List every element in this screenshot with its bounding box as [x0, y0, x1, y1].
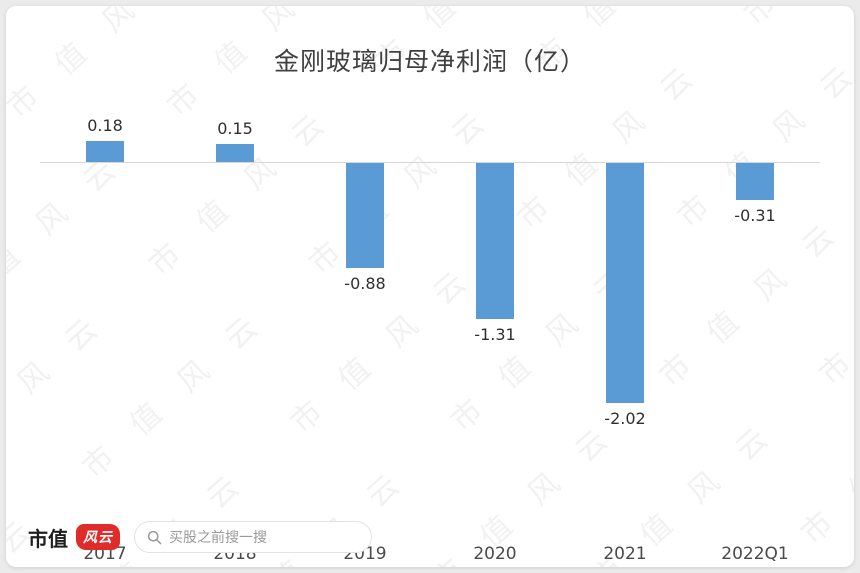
- x-tick-2022Q1: 2022Q1: [721, 544, 789, 564]
- bar-columns: 0.18 0.15 -0.88 -1.31 -2.02 -0.31: [40, 100, 820, 472]
- x-tick-2021: 2021: [603, 544, 647, 564]
- bar-2021: [606, 163, 644, 403]
- brand-text: 市值: [28, 526, 68, 551]
- search-icon: [147, 530, 162, 544]
- bar-2019: [346, 163, 384, 268]
- bar-column-2018: 0.15: [170, 100, 300, 472]
- chart-title: 金刚玻璃归母净利润（亿）: [273, 47, 586, 76]
- search-input[interactable]: 买股之前搜一搜: [134, 521, 372, 553]
- footer: 市值 风云 买股之前搜一搜: [28, 521, 372, 553]
- bar-value-label: -0.88: [344, 274, 386, 293]
- bar-column-2021: -2.02: [560, 100, 690, 472]
- bar-column-2017: 0.18: [40, 100, 170, 472]
- bar-2017: [86, 141, 124, 162]
- bar-value-label: 0.15: [217, 119, 253, 138]
- bar-2022Q1: [736, 163, 774, 200]
- plot-area: 0.18 0.15 -0.88 -1.31 -2.02 -0.31: [40, 100, 820, 472]
- bar-column-2020: -1.31: [430, 100, 560, 472]
- brand-logo: 风云: [76, 524, 120, 550]
- x-tick-2020: 2020: [473, 544, 517, 564]
- bar-value-label: -0.31: [734, 206, 776, 225]
- bar-column-2022Q1: -0.31: [690, 100, 820, 472]
- bar-2018: [216, 144, 254, 162]
- search-placeholder: 买股之前搜一搜: [169, 530, 267, 546]
- bar-2020: [476, 163, 514, 319]
- bar-column-2019: -0.88: [300, 100, 430, 472]
- bar-value-label: -2.02: [604, 409, 646, 428]
- chart: 金刚玻璃归母净利润（亿） 0.18 0.15 -0.88 -1.31 -2.02 -0.3…: [6, 6, 854, 567]
- zero-axis-line: [40, 162, 820, 163]
- bar-value-label: -1.31: [474, 325, 516, 344]
- bar-value-label: 0.18: [87, 116, 123, 135]
